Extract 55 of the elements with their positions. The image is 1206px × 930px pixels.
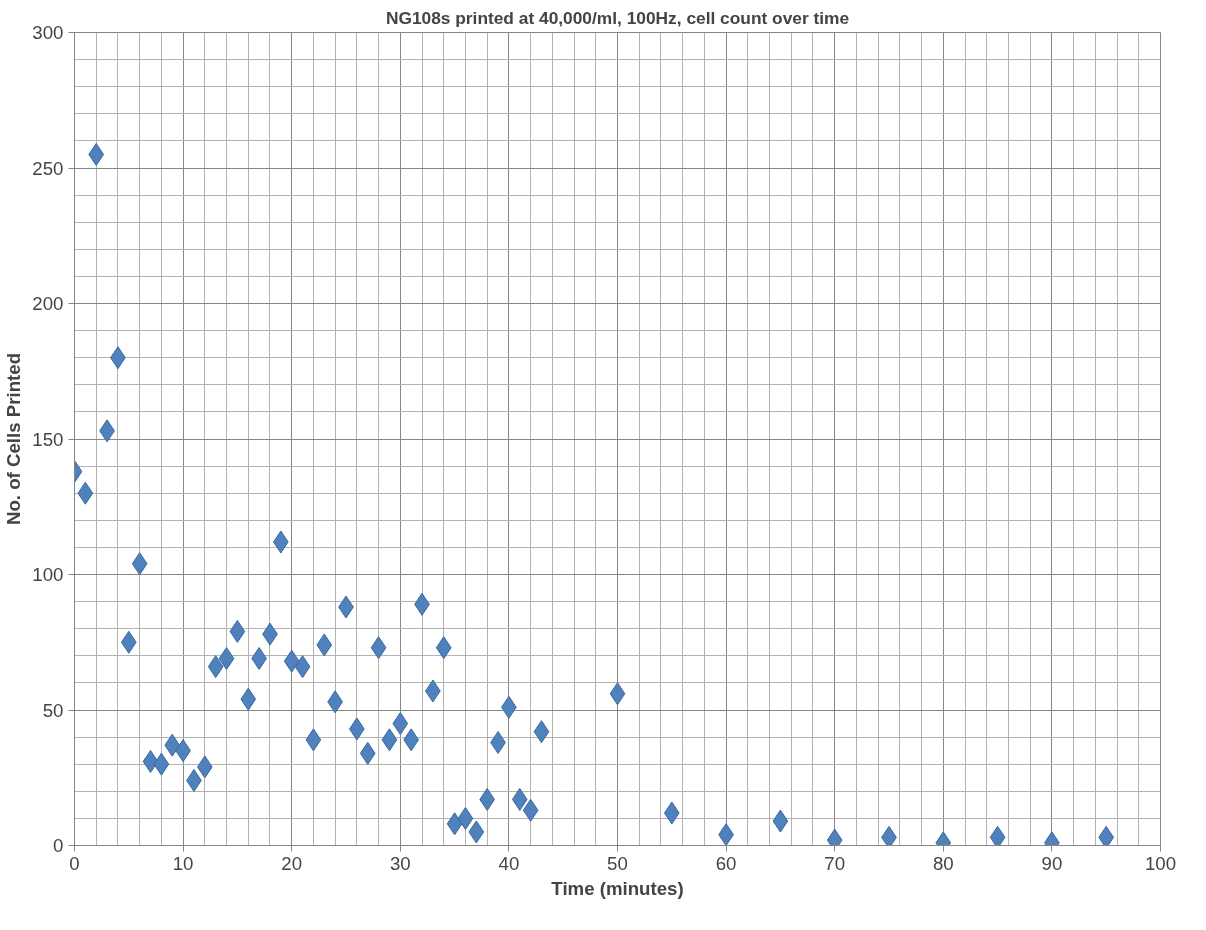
x-tick-label: 90 — [1041, 852, 1063, 874]
point — [316, 633, 333, 657]
x-tick-label: 80 — [932, 852, 954, 874]
point — [881, 825, 897, 846]
x-tick-label: 0 — [69, 852, 80, 874]
y-tick-label: 50 — [42, 699, 64, 721]
point — [772, 809, 789, 833]
point — [164, 733, 181, 757]
point — [153, 752, 170, 776]
point — [120, 630, 137, 654]
x-tick-label: 50 — [607, 852, 628, 874]
point — [240, 687, 257, 711]
y-tick-label: 0 — [53, 835, 64, 856]
y-tick-label: 150 — [32, 428, 64, 450]
x-tick-label: 20 — [281, 852, 303, 874]
point — [218, 647, 235, 671]
x-tick-label: 70 — [824, 852, 846, 874]
point — [370, 636, 387, 660]
x-tick-label: 30 — [389, 852, 411, 874]
point — [479, 787, 496, 811]
point — [392, 712, 409, 736]
point — [142, 749, 159, 773]
point — [511, 787, 528, 811]
point — [283, 649, 300, 673]
point — [533, 720, 550, 744]
point — [131, 552, 148, 576]
x-tick-label: 10 — [172, 852, 194, 874]
point — [207, 655, 224, 679]
point — [663, 801, 680, 825]
point — [609, 682, 626, 706]
y-tick-label: 300 — [32, 22, 64, 43]
y-axis-title: No. of Cells Printed — [3, 352, 25, 526]
chart-title: NG108s printed at 40,000/ml, 100Hz, cell count over time — [385, 7, 850, 28]
point — [305, 728, 322, 752]
x-tick-label: 60 — [715, 852, 737, 874]
point — [88, 142, 105, 166]
point — [359, 741, 376, 765]
y-tick-label: 250 — [32, 157, 64, 179]
point — [468, 820, 485, 844]
point — [77, 481, 94, 505]
point — [1098, 825, 1115, 846]
point — [446, 812, 463, 836]
y-tick-label: 100 — [32, 564, 64, 585]
point — [229, 619, 246, 643]
y-tick-label: 200 — [32, 293, 64, 314]
x-tick-label: 40 — [498, 852, 520, 874]
point — [294, 655, 311, 679]
point — [435, 636, 452, 660]
point — [989, 825, 1006, 846]
point — [381, 728, 398, 752]
point — [196, 755, 213, 779]
point — [522, 798, 539, 822]
x-tick-label: 100 — [1144, 852, 1177, 874]
x-axis-title: Time (minutes) — [551, 877, 684, 899]
point — [457, 806, 474, 830]
